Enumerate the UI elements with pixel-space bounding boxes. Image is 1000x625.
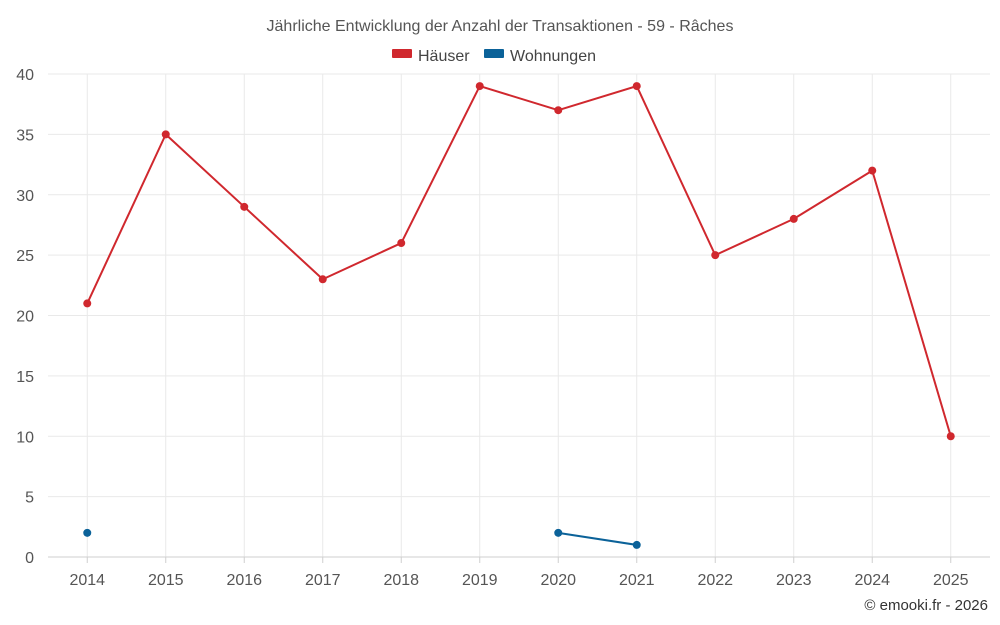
chart-title: Jährliche Entwicklung der Anzahl der Tra… bbox=[267, 18, 734, 35]
data-point bbox=[83, 299, 92, 308]
series-line bbox=[86, 85, 952, 437]
legend-swatch-wohnungen bbox=[484, 49, 504, 58]
credit-text: © emooki.fr - 2026 bbox=[864, 597, 988, 614]
data-point bbox=[946, 432, 955, 441]
y-tick-label: 15 bbox=[16, 369, 34, 386]
x-tick-label: 2019 bbox=[462, 572, 498, 589]
x-tick-label: 2022 bbox=[697, 572, 733, 589]
x-tick-label: 2020 bbox=[540, 572, 576, 589]
x-tick-label: 2014 bbox=[69, 572, 105, 589]
data-point bbox=[789, 214, 798, 223]
data-point bbox=[397, 239, 406, 248]
y-tick-label: 0 bbox=[25, 550, 34, 567]
data-point bbox=[240, 202, 249, 211]
y-tick-label: 5 bbox=[25, 490, 34, 507]
x-tick-label: 2017 bbox=[305, 572, 341, 589]
data-point bbox=[868, 166, 877, 175]
grid bbox=[48, 73, 990, 558]
series-häuser bbox=[83, 82, 955, 441]
x-tick-label: 2015 bbox=[148, 572, 184, 589]
data-point bbox=[632, 82, 641, 91]
legend-label: Wohnungen bbox=[510, 48, 596, 65]
x-tick-label: 2025 bbox=[933, 572, 969, 589]
y-tick-label: 35 bbox=[16, 127, 34, 144]
y-tick-label: 40 bbox=[16, 67, 34, 84]
x-tick-label: 2024 bbox=[854, 572, 890, 589]
data-point bbox=[83, 528, 92, 537]
data-point bbox=[318, 275, 327, 284]
series-line bbox=[558, 531, 637, 546]
legend: Häuser Wohnungen bbox=[392, 48, 596, 65]
y-tick-label: 10 bbox=[16, 429, 34, 446]
y-tick-label: 30 bbox=[16, 188, 34, 205]
x-tick-label: 2016 bbox=[226, 572, 262, 589]
y-tick-label: 25 bbox=[16, 248, 34, 265]
legend-swatch-häuser bbox=[392, 49, 412, 58]
data-point bbox=[554, 528, 563, 537]
x-tick-label: 2021 bbox=[619, 572, 655, 589]
legend-label: Häuser bbox=[418, 48, 470, 65]
series-layer bbox=[83, 82, 955, 549]
series-wohnungen bbox=[83, 528, 641, 549]
x-tick-label: 2023 bbox=[776, 572, 812, 589]
data-point bbox=[711, 251, 720, 260]
y-tick-label: 20 bbox=[16, 309, 34, 326]
data-point bbox=[475, 82, 484, 91]
data-point bbox=[161, 130, 170, 139]
data-point bbox=[554, 106, 563, 115]
x-tick-label: 2018 bbox=[383, 572, 419, 589]
data-point bbox=[632, 540, 641, 549]
